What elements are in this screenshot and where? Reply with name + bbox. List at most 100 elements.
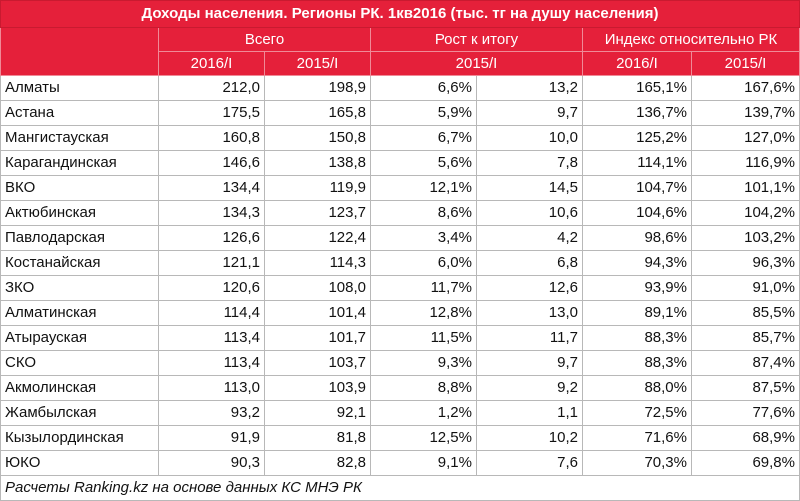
growth-value-cell: 4,2: [476, 225, 583, 251]
income-2015-cell: 123,7: [264, 200, 371, 226]
growth-pct-cell: 9,1%: [370, 450, 477, 476]
region-cell: Карагандинская: [0, 150, 159, 176]
table-row: Атырауская 113,4 101,7 11,5% 11,7 88,3% 85,7%: [0, 325, 800, 351]
income-2016-cell: 146,6: [158, 150, 265, 176]
growth-value-cell: 13,0: [476, 300, 583, 326]
growth-value-cell: 9,2: [476, 375, 583, 401]
index-2015-cell: 139,7%: [691, 100, 800, 126]
income-2015-cell: 198,9: [264, 75, 371, 101]
income-2016-cell: 212,0: [158, 75, 265, 101]
index-2015-cell: 101,1%: [691, 175, 800, 201]
table-row: Акмолинская 113,0 103,9 8,8% 9,2 88,0% 87,5%: [0, 375, 800, 401]
region-header-blank: [0, 27, 159, 76]
footer-row: Расчеты Ranking.kz на основе данных КС М…: [0, 475, 800, 501]
growth-value-cell: 10,6: [476, 200, 583, 226]
index-2015-cell: 127,0%: [691, 125, 800, 151]
income-2016-cell: 93,2: [158, 400, 265, 426]
index-2016-cell: 89,1%: [582, 300, 692, 326]
growth-pct-cell: 5,6%: [370, 150, 477, 176]
income-2016-cell: 114,4: [158, 300, 265, 326]
income-2016-cell: 113,4: [158, 350, 265, 376]
subheader-total-2016: 2016/I: [158, 51, 265, 76]
region-cell: ЮКО: [0, 450, 159, 476]
income-2015-cell: 92,1: [264, 400, 371, 426]
growth-value-cell: 1,1: [476, 400, 583, 426]
index-2015-cell: 87,5%: [691, 375, 800, 401]
index-2016-cell: 125,2%: [582, 125, 692, 151]
growth-pct-cell: 11,7%: [370, 275, 477, 301]
index-2016-cell: 136,7%: [582, 100, 692, 126]
index-2016-cell: 71,6%: [582, 425, 692, 451]
growth-value-cell: 7,8: [476, 150, 583, 176]
income-2016-cell: 90,3: [158, 450, 265, 476]
index-2016-cell: 70,3%: [582, 450, 692, 476]
table-row: Карагандинская 146,6 138,8 5,6% 7,8 114,1% 116…: [0, 150, 800, 176]
index-2016-cell: 72,5%: [582, 400, 692, 426]
income-2015-cell: 165,8: [264, 100, 371, 126]
region-cell: Актюбинская: [0, 200, 159, 226]
growth-value-cell: 7,6: [476, 450, 583, 476]
growth-pct-cell: 6,7%: [370, 125, 477, 151]
growth-value-cell: 9,7: [476, 100, 583, 126]
sub-header-row: 2016/I 2015/I 2015/I 2016/I 2015/I: [1, 51, 800, 76]
income-2015-cell: 150,8: [264, 125, 371, 151]
region-cell: Астана: [0, 100, 159, 126]
income-2016-cell: 175,5: [158, 100, 265, 126]
region-cell: Павлодарская: [0, 225, 159, 251]
growth-pct-cell: 11,5%: [370, 325, 477, 351]
income-2015-cell: 114,3: [264, 250, 371, 276]
index-2016-cell: 104,6%: [582, 200, 692, 226]
index-2015-cell: 87,4%: [691, 350, 800, 376]
header-total: Всего: [158, 27, 371, 52]
table-row: Мангистауская 160,8 150,8 6,7% 10,0 125,2% 127…: [0, 125, 800, 151]
index-2016-cell: 88,3%: [582, 325, 692, 351]
income-2015-cell: 81,8: [264, 425, 371, 451]
index-2015-cell: 68,9%: [691, 425, 800, 451]
growth-value-cell: 10,0: [476, 125, 583, 151]
income-2015-cell: 103,7: [264, 350, 371, 376]
subheader-growth-2015: 2015/I: [370, 51, 583, 76]
growth-pct-cell: 6,0%: [370, 250, 477, 276]
index-2016-cell: 88,3%: [582, 350, 692, 376]
income-2015-cell: 122,4: [264, 225, 371, 251]
table-row: СКО 113,4 103,7 9,3% 9,7 88,3% 87,4%: [0, 350, 800, 376]
growth-pct-cell: 12,8%: [370, 300, 477, 326]
table-row: Алматы 212,0 198,9 6,6% 13,2 165,1% 167,6%: [0, 75, 800, 101]
index-2016-cell: 88,0%: [582, 375, 692, 401]
subheader-index-2015: 2015/I: [691, 51, 800, 76]
growth-pct-cell: 6,6%: [370, 75, 477, 101]
income-2015-cell: 101,4: [264, 300, 371, 326]
income-2015-cell: 108,0: [264, 275, 371, 301]
growth-value-cell: 12,6: [476, 275, 583, 301]
subheader-index-2016: 2016/I: [582, 51, 692, 76]
income-2016-cell: 134,4: [158, 175, 265, 201]
table-row: ЗКО 120,6 108,0 11,7% 12,6 93,9% 91,0%: [0, 275, 800, 301]
group-header-row: Всего Рост к итогу Индекс относительно Р…: [0, 27, 800, 76]
table-row: Алматинская 114,4 101,4 12,8% 13,0 89,1% 85,5%: [0, 300, 800, 326]
income-2016-cell: 160,8: [158, 125, 265, 151]
table-row: ВКО 134,4 119,9 12,1% 14,5 104,7% 101,1%: [0, 175, 800, 201]
growth-pct-cell: 12,5%: [370, 425, 477, 451]
table-row: Жамбылская 93,2 92,1 1,2% 1,1 72,5% 77,6%: [0, 400, 800, 426]
income-2015-cell: 119,9: [264, 175, 371, 201]
index-2016-cell: 98,6%: [582, 225, 692, 251]
region-cell: Алматы: [0, 75, 159, 101]
index-2015-cell: 116,9%: [691, 150, 800, 176]
growth-value-cell: 13,2: [476, 75, 583, 101]
header-index: Индекс относительно РК: [582, 27, 800, 52]
region-cell: Костанайская: [0, 250, 159, 276]
region-cell: ЗКО: [0, 275, 159, 301]
income-2016-cell: 126,6: [158, 225, 265, 251]
growth-value-cell: 9,7: [476, 350, 583, 376]
index-2016-cell: 94,3%: [582, 250, 692, 276]
table-row: Астана 175,5 165,8 5,9% 9,7 136,7% 139,7%: [0, 100, 800, 126]
region-cell: ВКО: [0, 175, 159, 201]
header-growth: Рост к итогу: [370, 27, 583, 52]
table-row: Кызылординская 91,9 81,8 12,5% 10,2 71,6% 68,9…: [0, 425, 800, 451]
index-2015-cell: 85,7%: [691, 325, 800, 351]
growth-pct-cell: 9,3%: [370, 350, 477, 376]
index-2015-cell: 96,3%: [691, 250, 800, 276]
income-2016-cell: 113,0: [158, 375, 265, 401]
